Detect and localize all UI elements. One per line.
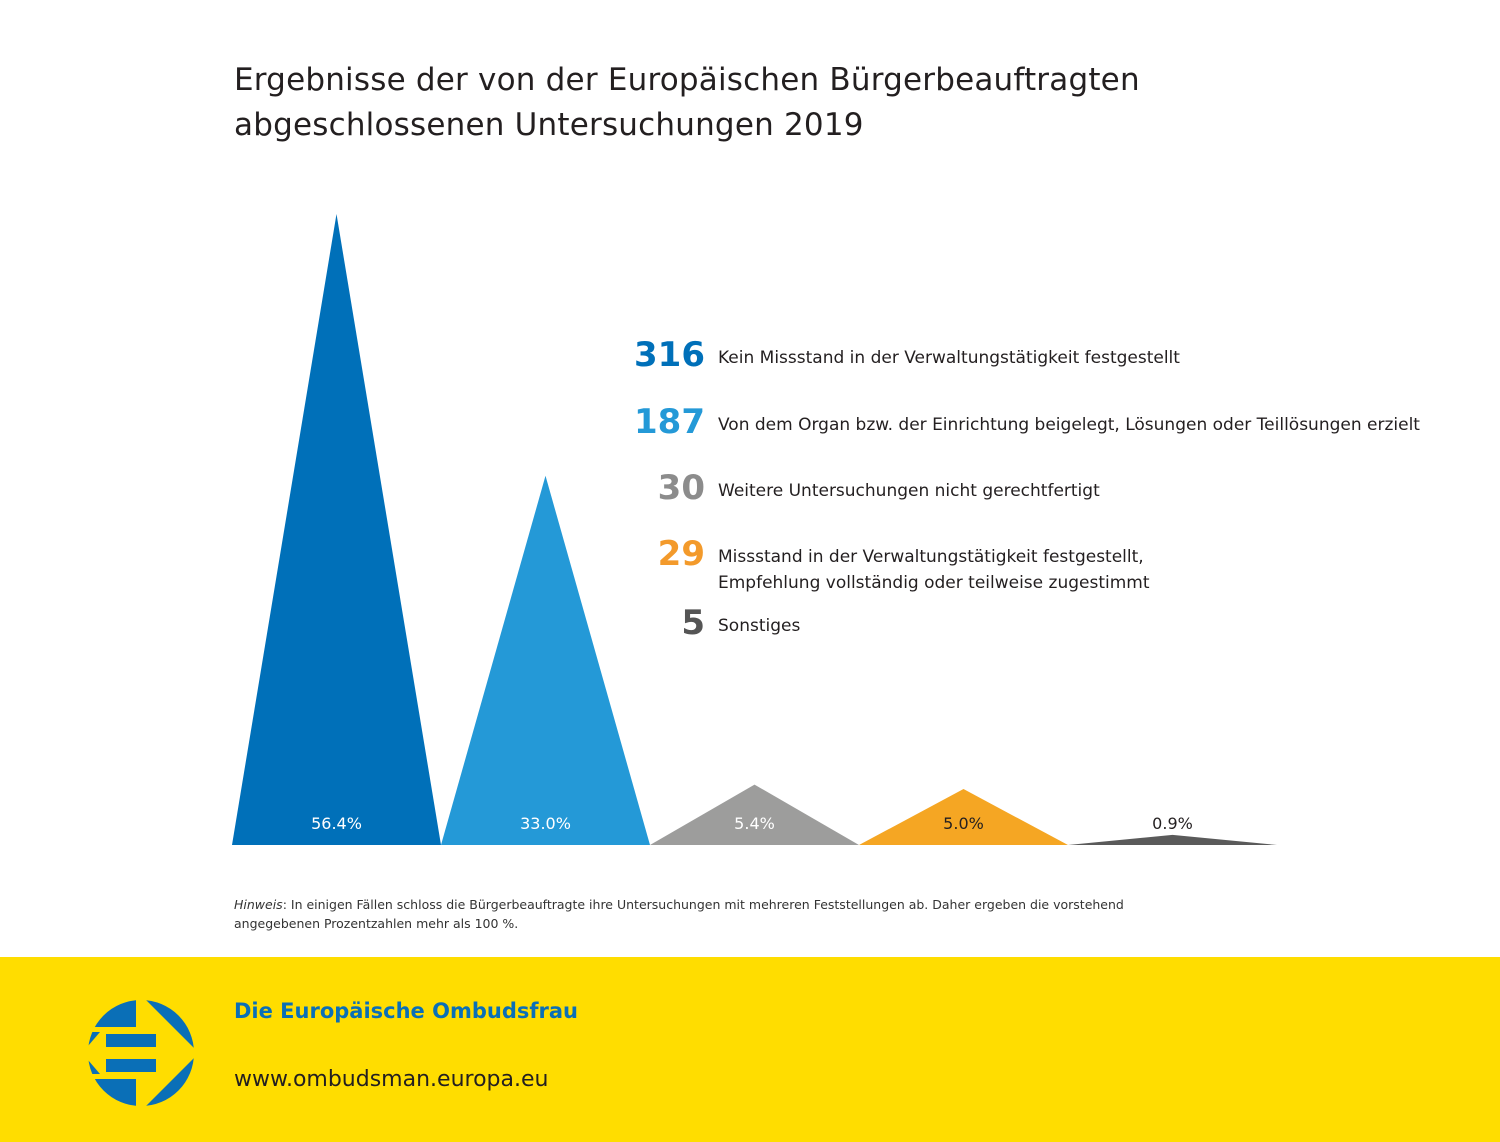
chart-triangle-4 — [859, 789, 1068, 845]
legend-label-line: Missstand in der Verwaltungstätigkeit fe… — [718, 547, 1144, 567]
legend-label: Von dem Organ bzw. der Einrichtung beige… — [718, 412, 1420, 438]
data-label-5: 0.9% — [1152, 814, 1193, 833]
legend-label-line: Empfehlung vollständig oder teilweise zu… — [718, 573, 1150, 593]
organization-name: Die Europäische Ombudsfrau — [234, 999, 578, 1023]
chart-title: Ergebnisse der von der Europäischen Bürg… — [234, 58, 1140, 148]
chart-title-line-1: Ergebnisse der von der Europäischen Bürg… — [234, 62, 1140, 98]
legend-count: 316 — [634, 335, 705, 375]
legend-count: 5 — [681, 603, 705, 643]
footnote-text: : In einigen Fällen schloss die Bürgerbe… — [234, 897, 1124, 931]
footnote-label: Hinweis — [234, 897, 283, 912]
chart-triangle-1 — [232, 214, 441, 845]
chart-title-line-2: abgeschlossenen Untersuchungen 2019 — [234, 107, 864, 143]
legend-count: 30 — [657, 468, 705, 508]
legend-count: 29 — [657, 534, 705, 574]
chart-triangle-2 — [441, 475, 650, 845]
data-label-2: 33.0% — [520, 814, 571, 833]
legend-label: Sonstiges — [718, 613, 800, 639]
data-label-1: 56.4% — [311, 814, 362, 833]
footer-banner: Die Europäische Ombudsfrau www.ombudsman… — [0, 957, 1500, 1142]
legend-label: Weitere Untersuchungen nicht gerechtfert… — [718, 478, 1100, 504]
chart-triangle-3 — [650, 784, 859, 845]
legend-count: 187 — [634, 402, 705, 442]
triangle-chart: 56.4% 33.0% 5.4% 5.0% 0.9% — [232, 214, 1277, 845]
legend-label: Kein Missstand in der Verwaltungstätigke… — [718, 345, 1180, 371]
legend-label-line: Kein Missstand in der Verwaltungstätigke… — [718, 348, 1180, 368]
data-label-3: 5.4% — [734, 814, 775, 833]
legend-label-line: Weitere Untersuchungen nicht gerechtfert… — [718, 481, 1100, 501]
website-link[interactable]: www.ombudsman.europa.eu — [234, 1067, 549, 1092]
legend-label-line: Sonstiges — [718, 616, 801, 636]
legend-label-line: Von dem Organ bzw. der Einrichtung beige… — [718, 415, 1420, 435]
chart-triangle-5 — [1068, 834, 1277, 845]
european-ombudsman-logo-icon — [88, 1000, 194, 1106]
footnote: Hinweis: In einigen Fällen schloss die B… — [234, 895, 1194, 933]
legend-label: Missstand in der Verwaltungstätigkeit fe… — [718, 544, 1150, 596]
data-label-4: 5.0% — [943, 814, 984, 833]
